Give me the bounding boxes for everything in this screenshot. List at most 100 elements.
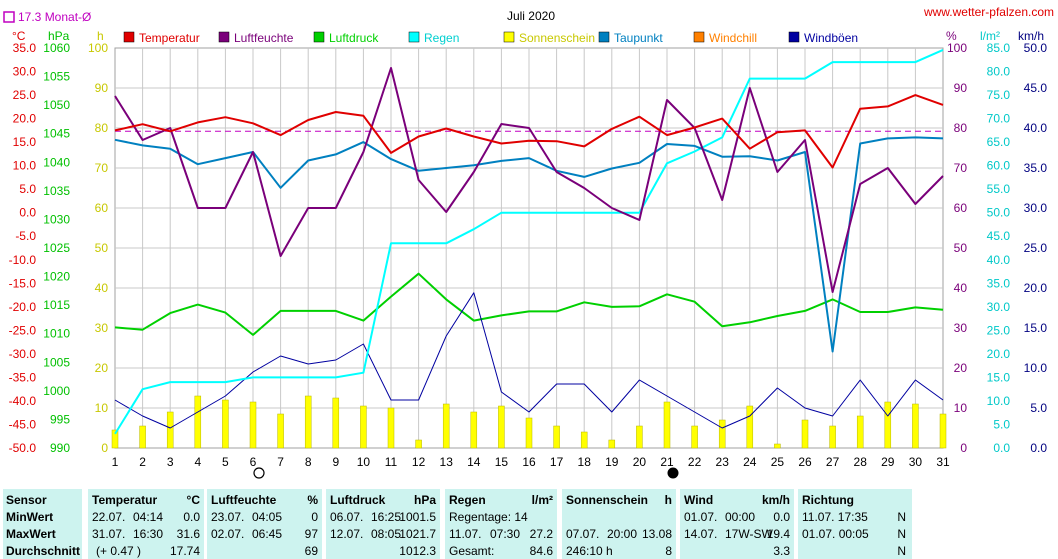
series-line-luftfeuchte [114,67,944,293]
sun-avg-value: 8 [665,544,672,558]
y-tick-label-temperature_c: 20.0 [13,112,37,126]
month-average-text: 17.3 Monat-Ø [18,10,91,24]
temp-avg-value: 17.74 [169,544,200,558]
sunshine-bar [580,431,588,449]
y-tick-label-rain_lm2: 60.0 [987,159,1011,173]
y-tick-label-temperature_c: -50.0 [9,441,37,455]
stats-sensor-title: Sensor [6,493,47,507]
sunshine-bar [636,425,643,449]
sunshine-bar [249,401,257,449]
x-tick-label: 24 [743,455,757,469]
series-line-temperatur [114,94,944,169]
y-tick-label-rain_lm2: 75.0 [987,88,1011,102]
temp-min-date: 22.07. [92,510,126,524]
y-tick-label-temperature_c: -30.0 [9,347,37,361]
x-tick-label: 26 [798,455,812,469]
stats-temperatur: Temperatur °C 22.07. 04:14 0.0 31.07. 16… [88,489,204,559]
y-tick-label-temperature_c: -35.0 [9,370,37,384]
y-tick-label-wind_kmh: 30.0 [1024,201,1048,215]
legend-swatch [503,31,515,43]
temp-avg-deviation: (+ 0.47 ) [96,544,142,558]
sunshine-bar [222,399,229,449]
wind-max-value: 19.4 [766,527,790,541]
y-tick-label-pressure_hpa: 1035 [43,184,70,198]
rain-days: Regentage: 14 [449,510,528,524]
y-tick-label-pressure_hpa: 1045 [43,127,70,141]
dir-max-direction: N [897,527,906,541]
sunshine-bar [442,403,450,449]
wind-max-date: 14.07. [684,527,718,541]
x-tick-label: 10 [357,455,371,469]
y-tick-label-humidity_pct: 50 [954,241,968,255]
y-tick-label-sunshine_h: 90 [95,81,109,95]
y-tick-label-humidity_pct: 0 [960,441,967,455]
sunshine-bar [663,401,671,449]
y-tick-label-temperature_c: -40.0 [9,394,37,408]
hum-unit: % [307,493,318,507]
y-tick-label-wind_kmh: 25.0 [1024,241,1048,255]
full-moon-icon [253,467,265,479]
wind-avg-value: 3.3 [773,544,790,558]
site-url: www.wetter-pfalzen.com [923,5,1054,19]
temp-min-time: 04:14 [133,510,164,524]
y-tick-label-pressure_hpa: 990 [50,441,70,455]
wind-min-time: 00:00 [725,510,756,524]
temp-max-time: 16:30 [133,527,164,541]
y-tick-label-rain_lm2: 80.0 [987,65,1011,79]
y-tick-label-wind_kmh: 10.0 [1024,361,1048,375]
sunshine-bar [360,405,367,449]
legend-swatch [408,31,420,43]
legend-label: Regen [424,31,459,45]
y-tick-label-pressure_hpa: 1060 [43,41,70,55]
y-tick-label-temperature_c: -25.0 [9,323,37,337]
press-min-time: 16:25 [371,510,402,524]
y-tick-label-temperature_c: 15.0 [13,135,37,149]
y-tick-label-sunshine_h: 60 [95,201,109,215]
stats-sensor: Sensor MinWert MaxWert Durchschnitt [3,489,82,559]
x-tick-label: 4 [194,455,201,469]
unit-rain: l/m² [980,29,1000,43]
y-tick-label-pressure_hpa: 1015 [43,298,70,312]
dir-min-direction: N [897,510,906,524]
legend-label: Luftdruck [329,31,379,45]
y-tick-label-temperature_c: 30.0 [13,65,37,79]
y-tick-label-rain_lm2: 40.0 [987,253,1011,267]
sunshine-bar [774,443,781,449]
wind-unit: km/h [761,493,790,507]
x-tick-label: 14 [467,455,481,469]
x-tick-label: 7 [277,455,284,469]
y-tick-label-humidity_pct: 90 [954,81,968,95]
press-max-date: 12.07. [330,527,364,541]
sun-max-date: 07.07. [566,527,600,541]
press-min-value: 1001.5 [399,510,436,524]
y-tick-label-temperature_c: 25.0 [13,88,37,102]
x-tick-label: 29 [881,455,895,469]
series-line-luftdruck [114,272,944,336]
y-tick-label-temperature_c: -15.0 [9,276,37,290]
dir-title: Richtung [802,493,854,507]
sunshine-bar [939,413,947,449]
y-tick-label-humidity_pct: 60 [954,201,968,215]
y-tick-label-pressure_hpa: 1000 [43,384,70,398]
sunshine-bar [912,403,919,449]
y-tick-label-temperature_c: -5.0 [15,229,36,243]
stats-luftfeuchte: Luftfeuchte % 23.07. 04:05 0 02.07. 06:4… [207,489,322,559]
y-tick-label-temperature_c: -20.0 [9,300,37,314]
y-tick-label-pressure_hpa: 1020 [43,270,70,284]
moon-phases [253,467,679,479]
stats-richtung: Richtung 11.07. 17:35 N 01.07. 00:05 N N [798,489,912,559]
y-tick-label-rain_lm2: 30.0 [987,300,1011,314]
dir-avg-direction: N [897,544,906,558]
x-tick-label: 19 [605,455,619,469]
y-tick-label-wind_kmh: 5.0 [1030,401,1047,415]
x-tick-label: 30 [909,455,923,469]
x-tick-label: 22 [688,455,702,469]
legend-label: Windböen [804,31,858,45]
legend-swatch [123,31,135,43]
legend-label: Sonnenschein [519,31,595,45]
sun-title: Sonnenschein [566,493,649,507]
unit-wind: km/h [1018,29,1044,43]
y-tick-label-sunshine_h: 20 [95,361,109,375]
sun-max-value: 13.08 [641,527,672,541]
sunshine-bar [415,439,422,449]
